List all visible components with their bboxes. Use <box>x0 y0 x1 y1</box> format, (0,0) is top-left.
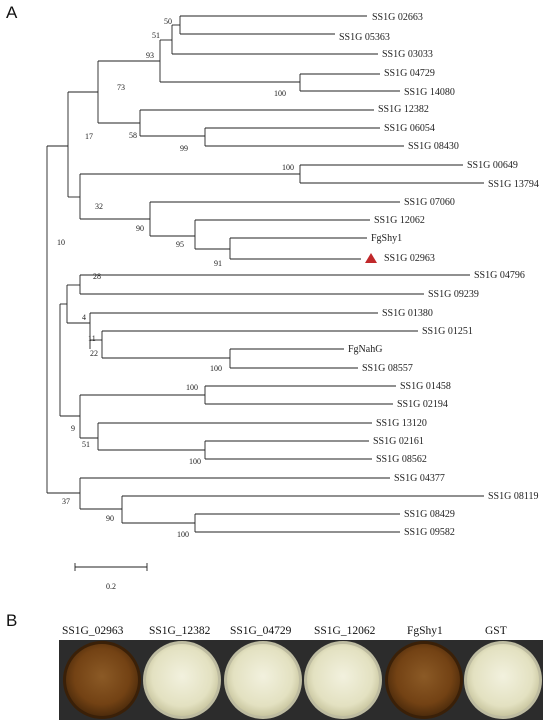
bootstrap-value: 99 <box>180 144 188 153</box>
bootstrap-value: 58 <box>129 131 137 140</box>
culture-plate <box>227 644 299 716</box>
leaf-label: FgShy1 <box>371 233 402 244</box>
bootstrap-value: 90 <box>106 514 114 523</box>
bootstrap-value: 100 <box>186 383 198 392</box>
plate-label: FgShy1 <box>407 625 443 637</box>
bootstrap-value: 37 <box>62 497 70 506</box>
leaf-label: SS1G 08562 <box>376 454 427 465</box>
leaf-label: SS1G 13120 <box>376 418 427 429</box>
bootstrap-value: 73 <box>117 83 125 92</box>
leaf-label: SS1G 12062 <box>374 215 425 226</box>
bootstrap-value: 11 <box>88 334 96 343</box>
plate-label: SS1G_04729 <box>230 625 292 637</box>
bootstrap-value: 100 <box>189 457 201 466</box>
culture-plate <box>388 644 460 716</box>
leaf-label: SS1G 04796 <box>474 270 525 281</box>
bootstrap-value: 28 <box>93 272 101 281</box>
culture-plate <box>307 644 379 716</box>
leaf-label: SS1G 08119 <box>488 491 538 502</box>
leaf-label: SS1G 07060 <box>404 197 455 208</box>
bootstrap-value: 17 <box>85 132 93 141</box>
bootstrap-values: 50 51 93 100 73 58 99 17 100 32 90 95 91… <box>57 17 294 539</box>
bootstrap-value: 22 <box>90 349 98 358</box>
culture-plate <box>66 644 138 716</box>
panel-b-label: B <box>6 611 17 630</box>
bootstrap-value: 4 <box>82 313 86 322</box>
bootstrap-value: 100 <box>282 163 294 172</box>
bootstrap-value: 51 <box>152 31 160 40</box>
scale-bar <box>74 563 148 571</box>
bootstrap-value: 50 <box>164 17 172 26</box>
leaf-label: SS1G 04729 <box>384 68 435 79</box>
leaf-label: SS1G 13794 <box>488 179 539 190</box>
culture-plate <box>146 644 218 716</box>
leaf-label: SS1G 09239 <box>428 289 479 300</box>
leaf-label: SS1G 03033 <box>382 49 433 60</box>
leaf-label: SS1G 06054 <box>384 123 435 134</box>
leaf-label: SS1G 02194 <box>397 399 448 410</box>
bootstrap-value: 32 <box>95 202 103 211</box>
plate-label: GST <box>485 625 507 637</box>
leaf-label: SS1G 02963 <box>384 253 435 264</box>
leaf-labels: SS1G 02663 SS1G 05363 SS1G 03033 SS1G 04… <box>339 12 539 538</box>
leaf-label: SS1G 01380 <box>382 308 433 319</box>
plate-label: SS1G_12062 <box>314 625 376 637</box>
leaf-label: SS1G 05363 <box>339 32 390 43</box>
plate-row: SS1G_02963 SS1G_12382 SS1G_04729 SS1G_12062… <box>62 625 542 719</box>
leaf-label: SS1G 01458 <box>400 381 451 392</box>
leaf-label: SS1G 08557 <box>362 363 413 374</box>
leaf-label: SS1G 09582 <box>404 527 455 538</box>
leaf-label: FgNahG <box>348 344 382 355</box>
leaf-label: SS1G 08430 <box>408 141 459 152</box>
bootstrap-value: 100 <box>177 530 189 539</box>
leaf-label: SS1G 08429 <box>404 509 455 520</box>
bootstrap-value: 100 <box>274 89 286 98</box>
leaf-label: SS1G 02161 <box>373 436 424 447</box>
bootstrap-value: 95 <box>176 240 184 249</box>
plate-label: SS1G_12382 <box>149 625 211 637</box>
panel-a-label: A <box>6 3 18 22</box>
scale-bar-label: 0.2 <box>106 582 116 591</box>
leaf-label: SS1G 00649 <box>467 160 518 171</box>
leaf-label: SS1G 01251 <box>422 326 473 337</box>
phylogenetic-tree <box>46 15 484 533</box>
bootstrap-value: 9 <box>71 424 75 433</box>
bootstrap-value: 51 <box>82 440 90 449</box>
highlight-triangle-icon <box>365 253 377 263</box>
plate-label: SS1G_02963 <box>62 625 124 637</box>
leaf-label: SS1G 02663 <box>372 12 423 23</box>
bootstrap-value: 93 <box>146 51 154 60</box>
bootstrap-value: 10 <box>57 238 65 247</box>
leaf-label: SS1G 12382 <box>378 104 429 115</box>
bootstrap-value: 100 <box>210 364 222 373</box>
bootstrap-value: 90 <box>136 224 144 233</box>
leaf-label: SS1G 04377 <box>394 473 445 484</box>
culture-plate <box>467 644 539 716</box>
leaf-label: SS1G 14080 <box>404 87 455 98</box>
bootstrap-value: 91 <box>214 259 222 268</box>
